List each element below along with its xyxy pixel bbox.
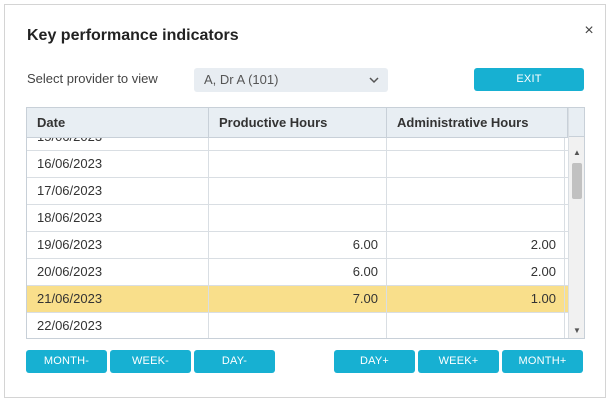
week-prev-button[interactable]: WEEK- xyxy=(110,350,191,373)
cell-date: 22/06/2023 xyxy=(27,313,209,338)
table-row[interactable]: 21/06/2023 7.00 1.00 xyxy=(27,286,568,313)
cell-productive-hours: 6.00 xyxy=(209,259,387,285)
cell-productive-hours xyxy=(209,151,387,177)
table-row[interactable]: 15/06/2023 xyxy=(27,138,568,151)
column-header-productive-hours[interactable]: Productive Hours xyxy=(209,108,387,137)
column-header-date[interactable]: Date xyxy=(27,108,209,137)
cell-administrative-hours: 1.00 xyxy=(387,286,565,312)
cell-date: 20/06/2023 xyxy=(27,259,209,285)
cell-productive-hours xyxy=(209,205,387,231)
cell-date: 15/06/2023 xyxy=(27,138,209,150)
cell-date: 16/06/2023 xyxy=(27,151,209,177)
scroll-down-arrow-icon[interactable]: ▼ xyxy=(573,326,581,335)
month-prev-button[interactable]: MONTH- xyxy=(26,350,107,373)
chevron-down-icon xyxy=(369,77,379,84)
cell-productive-hours xyxy=(209,313,387,338)
kpi-table: Date Productive Hours Administrative Hou… xyxy=(26,107,585,339)
scroll-up-arrow-icon[interactable]: ▲ xyxy=(573,148,581,157)
exit-button[interactable]: EXIT xyxy=(474,68,584,91)
table-rows: 15/06/202316/06/202317/06/202318/06/2023… xyxy=(27,138,568,338)
cell-administrative-hours xyxy=(387,313,565,338)
provider-select-value: A, Dr A (101) xyxy=(204,72,279,87)
dialog-title: Key performance indicators xyxy=(27,27,239,44)
cell-date: 21/06/2023 xyxy=(27,286,209,312)
table-row[interactable]: 16/06/2023 xyxy=(27,151,568,178)
kpi-dialog: Key performance indicators × Select prov… xyxy=(4,4,606,398)
table-row[interactable]: 18/06/2023 xyxy=(27,205,568,232)
table-row[interactable]: 17/06/2023 xyxy=(27,178,568,205)
scrollbar-header-filler xyxy=(569,108,584,137)
table-row[interactable]: 22/06/2023 xyxy=(27,313,568,338)
table-header: Date Productive Hours Administrative Hou… xyxy=(27,108,568,138)
table-row[interactable]: 20/06/2023 6.00 2.00 xyxy=(27,259,568,286)
cell-administrative-hours: 2.00 xyxy=(387,259,565,285)
day-next-button[interactable]: DAY+ xyxy=(334,350,415,373)
month-next-button[interactable]: MONTH+ xyxy=(502,350,583,373)
cell-date: 19/06/2023 xyxy=(27,232,209,258)
cell-productive-hours xyxy=(209,138,387,150)
provider-select[interactable]: A, Dr A (101) xyxy=(194,68,388,92)
cell-productive-hours: 6.00 xyxy=(209,232,387,258)
week-next-button[interactable]: WEEK+ xyxy=(418,350,499,373)
cell-administrative-hours xyxy=(387,151,565,177)
cell-productive-hours xyxy=(209,178,387,204)
cell-administrative-hours xyxy=(387,138,565,150)
cell-productive-hours: 7.00 xyxy=(209,286,387,312)
vertical-scrollbar[interactable]: ▲ ▼ xyxy=(568,108,584,338)
cell-date: 17/06/2023 xyxy=(27,178,209,204)
cell-administrative-hours xyxy=(387,205,565,231)
table-row[interactable]: 19/06/2023 6.00 2.00 xyxy=(27,232,568,259)
table-body: 15/06/202316/06/202317/06/202318/06/2023… xyxy=(27,138,568,338)
scroll-thumb[interactable] xyxy=(572,163,582,199)
cell-administrative-hours: 2.00 xyxy=(387,232,565,258)
day-prev-button[interactable]: DAY- xyxy=(194,350,275,373)
cell-administrative-hours xyxy=(387,178,565,204)
provider-label: Select provider to view xyxy=(27,71,158,86)
cell-date: 18/06/2023 xyxy=(27,205,209,231)
column-header-administrative-hours[interactable]: Administrative Hours xyxy=(387,108,568,137)
close-icon[interactable]: × xyxy=(584,22,594,39)
